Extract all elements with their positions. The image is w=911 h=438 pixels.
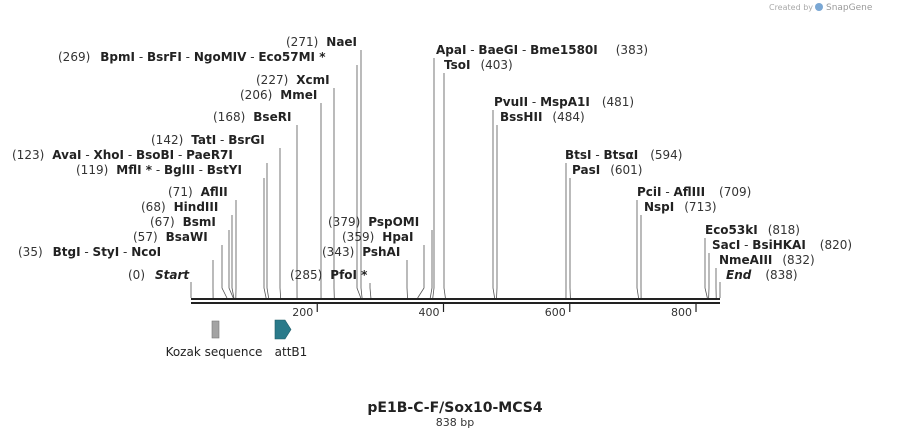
- cut-line-403: [443, 73, 446, 299]
- credit-watermark: Created by SnapGene: [769, 3, 873, 13]
- cut-line-343: [406, 260, 408, 299]
- cut-line-383: [432, 58, 435, 299]
- site-label-601: PasI (601): [572, 163, 642, 177]
- site-label-838: End (838): [726, 268, 798, 282]
- site-label-709: PciI - AflIII (709): [637, 185, 751, 199]
- cut-line-142: [279, 148, 282, 299]
- attb1-feature-arrow: [274, 319, 292, 340]
- map-length: 838 bp: [436, 416, 474, 429]
- site-label-0: (0) Start: [128, 268, 190, 282]
- site-label-820: SacI - BsiHKAI (820): [712, 238, 852, 252]
- cut-line-271: [360, 50, 363, 299]
- backbone-strand-top: [191, 298, 720, 300]
- cut-line-68: [231, 215, 235, 299]
- scale-tick-label-600: 600: [545, 306, 566, 319]
- kozak-feature-label: Kozak sequence: [166, 345, 263, 359]
- site-label-818: Eco53kI (818): [705, 223, 800, 237]
- attb1-feature-label: attB1: [275, 345, 308, 359]
- credit-text: Created by: [769, 3, 813, 12]
- site-label-227: (227) XcmI: [256, 73, 330, 87]
- cut-line-123: [266, 163, 270, 299]
- site-label-484: BssHII (484): [500, 110, 585, 124]
- site-label-481: PvuII - MspA1I (481): [494, 95, 634, 109]
- scale-tick-label-400: 400: [419, 306, 440, 319]
- site-label-57: (57) BsaWI: [133, 230, 208, 244]
- site-label-269: (269) BpmI - BsrFI - NgoMIV - Eco57MI *: [58, 50, 326, 64]
- site-label-285: (285) PfoI *: [290, 268, 368, 282]
- site-label-383: ApaI - BaeGI - Bme1580I (383): [436, 43, 648, 57]
- cut-line-481: [492, 110, 496, 299]
- site-label-832: NmeAIII (832): [719, 253, 815, 267]
- cut-line-269: [356, 65, 362, 299]
- backbone: [191, 298, 720, 304]
- site-label-343: (343) PshAI: [322, 245, 400, 259]
- site-label-68: (68) HindIII: [141, 200, 218, 214]
- backbone-strand-bottom: [191, 302, 720, 304]
- snapgene-logo-icon: [815, 3, 823, 11]
- site-label-379: (379) PspOMI: [328, 215, 419, 229]
- cut-line-57: [221, 245, 228, 299]
- kozak-feature-box: [211, 320, 220, 339]
- credit-app-name: SnapGene: [826, 3, 873, 13]
- scale-tick-label-200: 200: [292, 306, 313, 319]
- scale-tick-label-800: 800: [671, 306, 692, 319]
- scale-ticks: 200 400 600 800: [292, 304, 697, 319]
- site-label-359: (359) HpaI: [342, 230, 413, 244]
- cut-line-359: [417, 245, 425, 299]
- site-label-67: (67) BsmI: [150, 215, 216, 229]
- site-labels: (0) Start (35) BtgI - StyI - NcoI (57) BsaW…: [12, 35, 852, 282]
- site-label-206: (206) MmeI: [240, 88, 317, 102]
- site-label-142: (142) TatI - BsrGI: [151, 133, 265, 147]
- site-label-168: (168) BseRI: [213, 110, 291, 124]
- map-title: pE1B-C-F/Sox10-MCS4: [367, 400, 542, 416]
- cut-lines: [190, 50, 721, 299]
- cut-line-818: [704, 238, 708, 299]
- cut-line-285: [369, 283, 372, 299]
- cut-line-709: [636, 200, 639, 299]
- site-label-35: (35) BtgI - StyI - NcoI: [18, 245, 161, 259]
- site-label-119: (119) MflI * - BglII - BstYI: [76, 163, 242, 177]
- site-label-594: BtsI - BtsαI (594): [565, 148, 682, 162]
- site-label-271: (271) NaeI: [286, 35, 357, 49]
- cut-line-67: [228, 230, 234, 299]
- site-label-403: TsoI (403): [444, 58, 513, 72]
- site-label-713: NspI (713): [644, 200, 717, 214]
- site-label-71: (71) AflII: [168, 185, 228, 199]
- features: Kozak sequence attB1: [166, 319, 308, 359]
- cut-line-379: [429, 230, 433, 299]
- site-label-123: (123) AvaI - XhoI - BsoBI - PaeR7I: [12, 148, 233, 162]
- cut-line-119: [263, 178, 267, 299]
